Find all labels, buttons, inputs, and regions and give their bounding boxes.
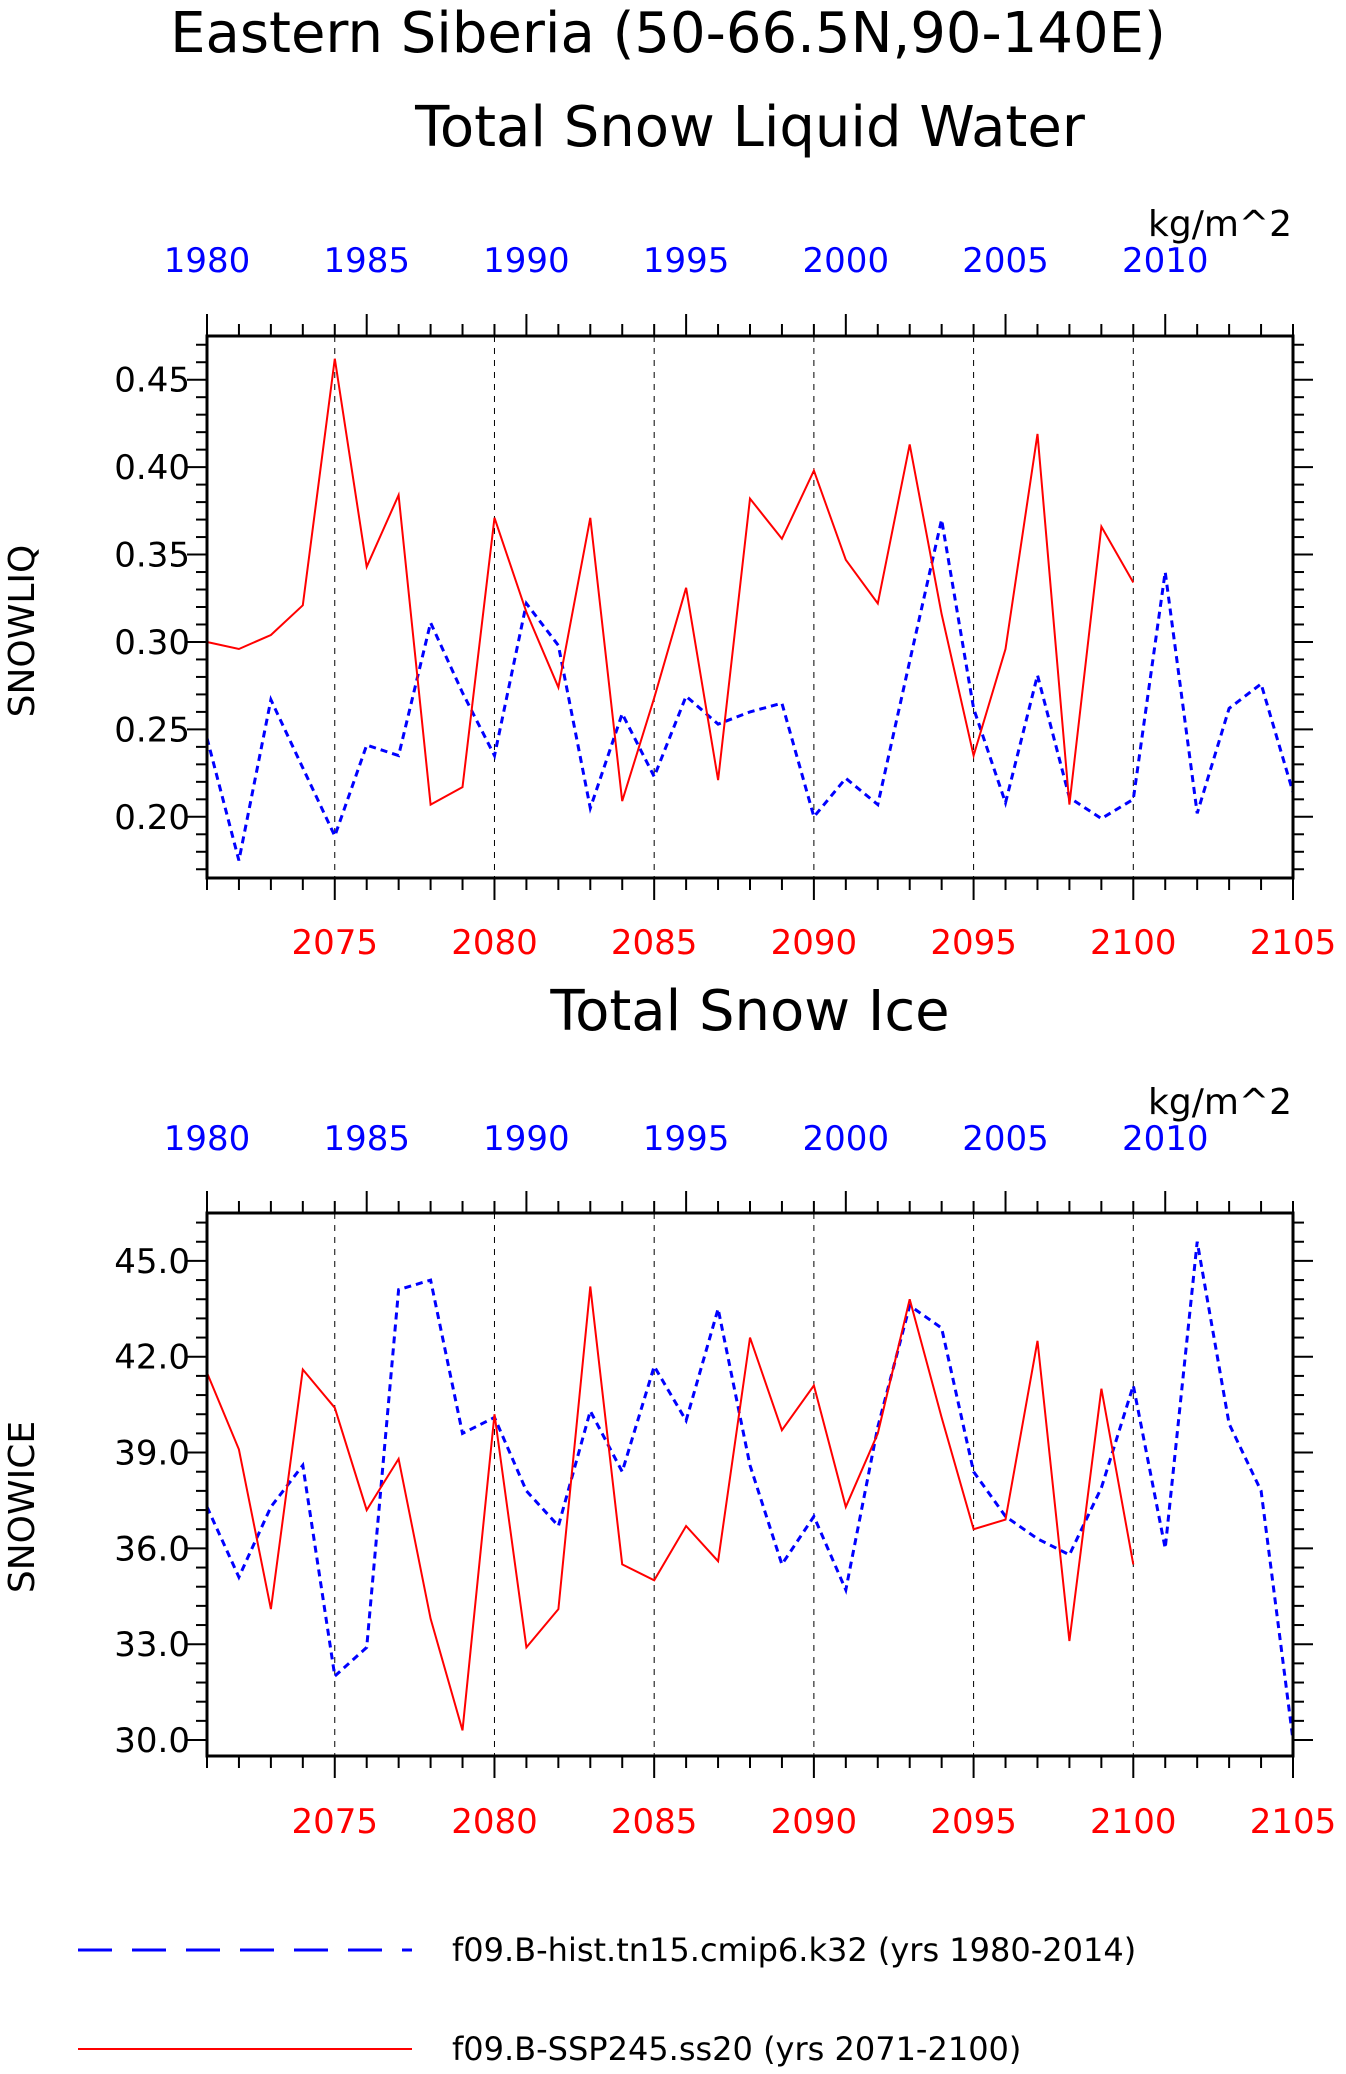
snowice-top-tick-label: 2005 <box>962 1119 1049 1159</box>
snowliq-top-tick-label: 1995 <box>643 241 730 281</box>
snowliq-y-tick-label: 0.45 <box>114 361 190 401</box>
snowice-top-tick-label: 1985 <box>323 1119 410 1159</box>
legend: f09.B-hist.tn15.cmip6.k32 (yrs 1980-2014… <box>78 1931 1136 2068</box>
snowice-gridlines <box>334 1213 1134 1756</box>
snowliq-series <box>205 358 1295 861</box>
snowice-bottom-tick-label: 2080 <box>451 1802 538 1842</box>
snowliq-title: Total Snow Liquid Water <box>414 95 1086 160</box>
snowliq-ticks <box>187 314 1313 900</box>
legend-hist-label: f09.B-hist.tn15.cmip6.k32 (yrs 1980-2014… <box>452 1931 1136 1969</box>
snowliq-y-tick-label: 0.40 <box>114 448 190 488</box>
snowice-y-tick-label: 30.0 <box>114 1721 190 1761</box>
snowice-y-tick-label: 36.0 <box>114 1529 190 1569</box>
snowliq-top-tick-label: 1990 <box>483 241 570 281</box>
snowliq-units: kg/m^2 <box>1148 204 1292 245</box>
snowliq-y-tick-labels: 0.20 0.25 0.30 0.35 0.40 0.45 <box>114 361 190 838</box>
snowliq-top-tick-label: 1980 <box>164 241 251 281</box>
snowliq-top-tick-label: 2005 <box>962 241 1049 281</box>
snowliq-y-tick-label: 0.35 <box>114 536 190 576</box>
snowice-y-tick-label: 39.0 <box>114 1434 190 1474</box>
snowliq-bottom-tick-label: 2095 <box>930 923 1017 963</box>
snowliq-bottom-tick-label: 2090 <box>771 923 858 963</box>
snowliq-top-tick-label: 2000 <box>803 241 890 281</box>
snowice-top-tick-label: 2000 <box>803 1119 890 1159</box>
snowice-bottom-tick-label: 2090 <box>771 1802 858 1842</box>
snowice-ylabel: SNOWICE <box>2 1421 43 1593</box>
snowliq-top-tick-labels: 1980 1985 1990 1995 2000 2005 2010 <box>164 241 1209 281</box>
snowliq-top-tick-label: 1985 <box>323 241 410 281</box>
snowice-top-tick-label: 1995 <box>643 1119 730 1159</box>
snowliq-bottom-tick-label: 2105 <box>1250 923 1337 963</box>
snowice-top-tick-label: 2010 <box>1122 1119 1209 1159</box>
snowice-units: kg/m^2 <box>1148 1082 1292 1123</box>
snowliq-hist-series-line <box>205 519 1295 861</box>
snowice-ticks <box>187 1191 1313 1778</box>
snowice-hist-series-line <box>205 1241 1295 1741</box>
snowliq-bottom-tick-label: 2075 <box>291 923 378 963</box>
figure-title: Eastern Siberia (50-66.5N,90-140E) <box>170 1 1166 66</box>
snowliq-panel: Total Snow Liquid Water kg/m^2 SNOWLIQ 1… <box>2 95 1336 963</box>
snowliq-plot-frame <box>205 334 1295 880</box>
legend-ssp-label: f09.B-SSP245.ss20 (yrs 2071-2100) <box>452 2030 1021 2068</box>
snowice-y-tick-label: 45.0 <box>114 1242 190 1282</box>
snowice-bottom-tick-labels: 2075 2080 2085 2090 2095 2100 2105 <box>291 1802 1336 1842</box>
snowice-bottom-tick-label: 2105 <box>1250 1802 1337 1842</box>
snowice-y-tick-labels: 30.0 33.0 36.0 39.0 42.0 45.0 <box>114 1242 190 1761</box>
snowice-y-tick-label: 42.0 <box>114 1338 190 1378</box>
snowice-top-tick-label: 1980 <box>164 1119 251 1159</box>
snowliq-ssp-series-line <box>206 358 1135 807</box>
snowliq-y-tick-label: 0.30 <box>114 623 190 663</box>
snowice-plot-frame <box>205 1211 1295 1758</box>
snowice-top-tick-labels: 1980 1985 1990 1995 2000 2005 2010 <box>164 1119 1209 1159</box>
snowliq-gridlines <box>334 336 1134 878</box>
snowice-top-tick-label: 1990 <box>483 1119 570 1159</box>
snowice-bottom-tick-label: 2075 <box>291 1802 378 1842</box>
snowice-bottom-tick-label: 2095 <box>930 1802 1017 1842</box>
snowice-y-tick-label: 33.0 <box>114 1625 190 1665</box>
snowice-bottom-tick-label: 2085 <box>611 1802 698 1842</box>
snowliq-y-tick-label: 0.25 <box>114 710 190 750</box>
snowliq-bottom-tick-labels: 2075 2080 2085 2090 2095 2100 2105 <box>291 923 1336 963</box>
snowliq-bottom-tick-label: 2100 <box>1090 923 1177 963</box>
snowliq-y-tick-label: 0.20 <box>114 798 190 838</box>
snowice-series <box>205 1241 1295 1741</box>
snowice-ssp-series-line <box>206 1286 1135 1731</box>
snowice-panel: Total Snow Ice kg/m^2 SNOWICE 1980 1985 19… <box>2 979 1336 1842</box>
snowliq-bottom-tick-label: 2080 <box>451 923 538 963</box>
snowliq-bottom-tick-label: 2085 <box>611 923 698 963</box>
snowice-title: Total Snow Ice <box>549 979 949 1044</box>
snowliq-ylabel: SNOWLIQ <box>2 545 43 718</box>
snowliq-top-tick-label: 2010 <box>1122 241 1209 281</box>
snowice-bottom-tick-label: 2100 <box>1090 1802 1177 1842</box>
